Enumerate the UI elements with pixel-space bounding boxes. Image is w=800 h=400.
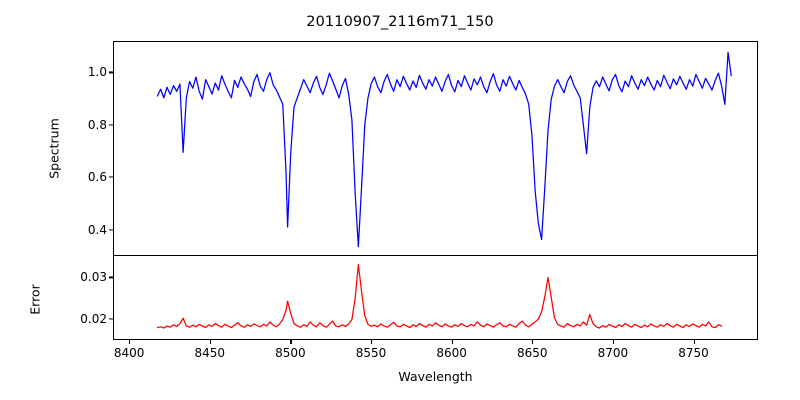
error-y-tick-mark [109, 276, 113, 278]
spectrum-y-tick-mark [109, 71, 113, 74]
error-y-tick-mark [109, 318, 113, 320]
spectrum-y-tick-mark [109, 124, 113, 126]
x-tick-label: 8650 [516, 346, 548, 360]
spectrum-y-tick: 0.4 [63, 223, 107, 244]
x-axis-label: Wavelength [398, 369, 473, 384]
spectrum-panel [113, 41, 758, 256]
x-tick-mark [290, 340, 292, 344]
spectrum-y-tick-label: 0.6 [87, 170, 107, 185]
spectrum-y-tick: 1.0 [63, 65, 107, 86]
error-y-tick: 0.02 [63, 312, 107, 333]
spectrum-y-tick-mark [109, 229, 113, 231]
plot-title: 20110907_2116m71_150 [306, 14, 494, 30]
x-tick-mark [451, 340, 453, 344]
spectrum-y-tick-label: 0.8 [87, 117, 107, 132]
x-tick-mark [532, 340, 534, 344]
x-tick-label: 8600 [436, 346, 467, 360]
spectrum-axis-label: Spectrum [46, 118, 62, 179]
x-tick-label: 8550 [355, 346, 387, 360]
error-plot-area [114, 256, 757, 339]
x-tick-label: 8700 [597, 346, 629, 360]
spectrum-y-tick-label: 0.4 [87, 222, 107, 237]
x-tick-mark [612, 340, 615, 344]
x-tick-mark [371, 340, 373, 344]
error-y-tick: 0.03 [63, 270, 107, 291]
error-axis-label: Error [27, 284, 43, 315]
x-tick-label: 8450 [194, 346, 226, 360]
error-y-tick-label: 0.02 [80, 311, 107, 326]
x-tick-label: 8750 [678, 346, 709, 360]
spectrum-y-tick: 0.8 [63, 118, 107, 139]
x-tick-mark [209, 340, 211, 344]
x-tick-mark [129, 340, 131, 344]
x-tick-mark [693, 340, 695, 344]
spectrum-data-line [157, 52, 731, 246]
spectrum-y-tick: 0.6 [63, 170, 107, 191]
spectrum-y-tick-label: 1.0 [87, 65, 107, 80]
spectrum-y-tick-mark [109, 176, 113, 178]
x-tick-label: 8400 [113, 346, 145, 360]
error-panel [113, 256, 758, 340]
x-tick-label: 8500 [275, 346, 306, 360]
spectrum-plot-area [114, 42, 757, 255]
error-y-tick-label: 0.03 [80, 270, 107, 285]
error-data-line [157, 265, 721, 328]
